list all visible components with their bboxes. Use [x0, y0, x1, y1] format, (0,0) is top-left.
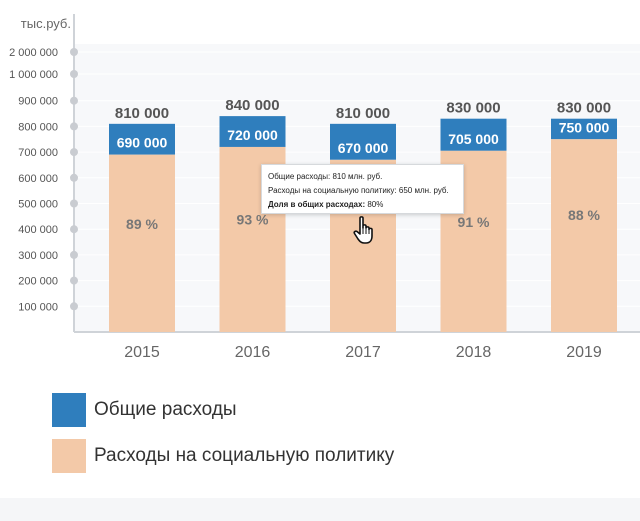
- bar-social[interactable]: [551, 139, 617, 332]
- x-tick-label: 2016: [235, 344, 271, 361]
- data-label-social: 720 000: [227, 127, 278, 143]
- y-tick-dot: [70, 96, 78, 105]
- data-label-social: 705 000: [448, 131, 499, 147]
- y-tick-label: 100 000: [18, 301, 58, 313]
- bar-total[interactable]: [109, 123, 175, 155]
- tooltip-social-label: Расходы на социальную политику:: [268, 186, 397, 195]
- share-label: 88 %: [568, 207, 600, 223]
- legend-label-total: Общие расходы: [94, 399, 237, 420]
- x-tick-label: 2018: [456, 344, 492, 361]
- y-tick-dot: [70, 302, 78, 311]
- tooltip-social-value: 650 млн. руб.: [398, 186, 449, 195]
- y-tick-label: 600 000: [18, 173, 58, 185]
- bar-total[interactable]: [330, 123, 396, 160]
- tooltip: Общие расходы: 810 млн. руб. Расходы на …: [261, 164, 464, 214]
- share-label: 89 %: [126, 216, 158, 232]
- data-label-social: 750 000: [559, 119, 610, 135]
- data-label-total: 840 000: [225, 97, 279, 114]
- y-tick-label: 400 000: [18, 224, 58, 236]
- y-tick-dot: [70, 48, 78, 56]
- legend: Общие расходы Расходы на социальную поли…: [52, 393, 394, 485]
- y-tick-label: 2 000 000: [9, 47, 58, 59]
- bar-social[interactable]: [109, 154, 175, 332]
- y-tick-label: 800 000: [18, 121, 58, 133]
- y-tick-label: 200 000: [18, 276, 58, 288]
- share-label: 91 %: [458, 214, 490, 230]
- bar-total[interactable]: [219, 116, 286, 147]
- x-tick-label: 2017: [345, 344, 381, 361]
- data-label-social: 670 000: [338, 140, 389, 156]
- legend-item-social: Расходы на социальную политику: [52, 439, 394, 473]
- y-tick-label: 900 000: [18, 96, 58, 108]
- share-label: 93 %: [237, 212, 269, 228]
- legend-swatch-total: [52, 393, 86, 427]
- x-tick-label: 2015: [124, 344, 160, 361]
- y-tick-dot: [70, 250, 78, 259]
- y-tick-dot: [70, 276, 78, 285]
- y-tick-dot: [70, 199, 78, 208]
- y-tick-dot: [70, 173, 78, 182]
- tooltip-row-share: Доля в общих расходах: 80%: [268, 198, 457, 212]
- data-label-total: 830 000: [446, 100, 500, 117]
- tooltip-row-social: Расходы на социальную политику: 650 млн.…: [268, 184, 457, 198]
- data-label-total: 810 000: [115, 105, 169, 122]
- tooltip-share-label: Доля в общих расходах:: [268, 200, 366, 209]
- x-tick-labels: 2015 2016 2017 2018 2019: [124, 344, 602, 361]
- legend-item-total: Общие расходы: [52, 393, 394, 427]
- y-axis-unit-label: тыс.руб.: [21, 16, 71, 31]
- footer-band: [0, 498, 640, 521]
- x-tick-label: 2019: [566, 344, 602, 361]
- tooltip-share-value: 80%: [367, 200, 384, 209]
- y-tick-label: 500 000: [18, 199, 58, 211]
- y-tick-label: 700 000: [18, 147, 58, 159]
- y-tick-dot: [70, 122, 78, 131]
- y-tick-dot: [70, 70, 78, 78]
- hand-pointer-icon: [353, 216, 373, 244]
- y-tick-dot: [70, 225, 78, 234]
- bar-total[interactable]: [551, 118, 617, 140]
- y-tick-label: 300 000: [18, 250, 58, 262]
- y-tick-label: 1 000 000: [9, 69, 58, 81]
- y-tick-labels: 2 000 000 1 000 000 900 000 800 000 700 000 6…: [9, 47, 78, 313]
- tooltip-row-total: Общие расходы: 810 млн. руб.: [268, 170, 457, 184]
- bar-total[interactable]: [440, 118, 507, 151]
- legend-swatch-social: [52, 439, 86, 473]
- data-label-social: 690 000: [117, 135, 168, 151]
- tooltip-total-value: 810 млн. руб.: [332, 172, 383, 181]
- tooltip-total-label: Общие расходы:: [268, 172, 331, 181]
- legend-label-social: Расходы на социальную политику: [94, 445, 395, 466]
- data-label-total: 810 000: [336, 105, 390, 122]
- bar-chart: тыс.руб. 2 000 000 1 000 000 900 000 800 00…: [9, 14, 640, 361]
- y-tick-dot: [70, 148, 78, 157]
- data-label-total: 830 000: [557, 100, 611, 117]
